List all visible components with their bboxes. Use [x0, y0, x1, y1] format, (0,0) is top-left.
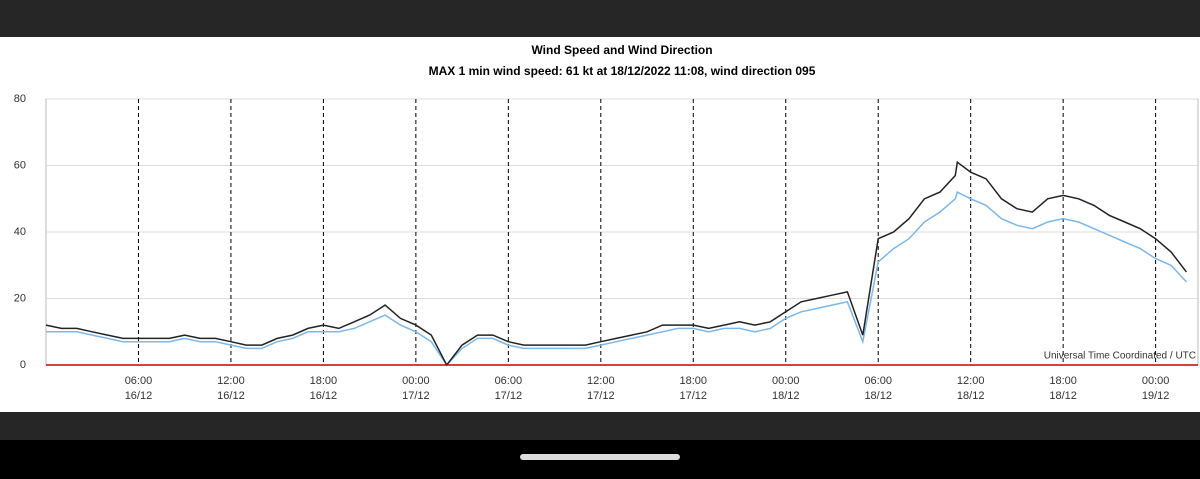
y-tick-label: 40: [14, 226, 26, 238]
chart-title: Wind Speed and Wind Direction: [531, 43, 712, 57]
home-indicator[interactable]: [520, 454, 680, 460]
x-tick-label: 12:00: [587, 375, 615, 387]
chart-subtitle: MAX 1 min wind speed: 61 kt at 18/12/202…: [429, 64, 816, 78]
x-tick-label: 17/12: [495, 390, 523, 402]
x-tick-label: 16/12: [125, 390, 153, 402]
x-tick-label: 18/12: [772, 390, 800, 402]
x-tick-label: 12:00: [957, 375, 985, 387]
x-tick-label: 18:00: [680, 375, 708, 387]
chart-background: [0, 37, 1200, 412]
x-tick-label: 06:00: [125, 375, 153, 387]
y-tick-label: 80: [14, 93, 26, 105]
y-tick-label: 0: [20, 359, 26, 371]
x-tick-label: 12:00: [217, 375, 245, 387]
y-tick-label: 60: [14, 159, 26, 171]
x-tick-label: 17/12: [680, 390, 708, 402]
x-tick-label: 18:00: [1049, 375, 1077, 387]
x-tick-label: 18/12: [1049, 390, 1077, 402]
x-tick-label: 16/12: [217, 390, 245, 402]
x-tick-label: 06:00: [864, 375, 892, 387]
wind-line: [45, 160, 1187, 367]
bottom-bar: [0, 412, 1200, 440]
x-tick-label: 16/12: [310, 390, 338, 402]
x-tick-label: 19/12: [1142, 390, 1170, 402]
x-tick-label: 18:00: [310, 375, 338, 387]
x-tick-label: 18/12: [957, 390, 985, 402]
top-bar: [0, 0, 1200, 37]
x-tick-label: 06:00: [495, 375, 523, 387]
x-tick-label: 18/12: [864, 390, 892, 402]
y-tick-label: 20: [14, 292, 26, 304]
x-tick-label: 00:00: [402, 375, 430, 387]
annotation: Universal Time Coordinated / UTC: [1044, 351, 1196, 362]
wind-line: [46, 191, 1187, 367]
x-tick-label: 17/12: [587, 390, 615, 402]
x-tick-label: 17/12: [402, 390, 430, 402]
x-tick-label: 00:00: [1142, 375, 1170, 387]
x-tick-label: 00:00: [772, 375, 800, 387]
